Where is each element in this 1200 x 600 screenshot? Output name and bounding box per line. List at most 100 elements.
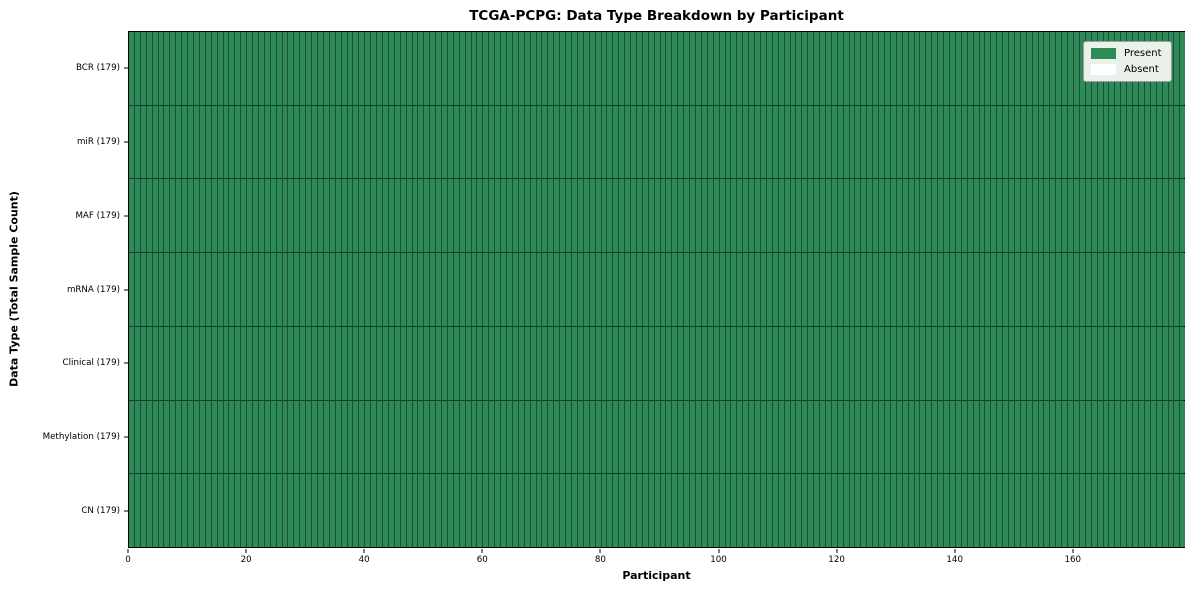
heatmap-cell — [1121, 326, 1128, 400]
heatmap-cell — [1103, 105, 1110, 179]
heatmap-cell — [932, 179, 939, 253]
heatmap-cell — [861, 474, 868, 548]
heatmap-cell — [837, 326, 844, 400]
heatmap-cell — [760, 105, 767, 179]
heatmap-cell — [619, 326, 626, 400]
heatmap-cell — [211, 253, 218, 326]
heatmap-cell — [1014, 253, 1021, 326]
heatmap-cell — [654, 474, 661, 548]
heatmap-cell — [701, 400, 708, 474]
heatmap-cell — [1056, 400, 1063, 474]
heatmap-cell — [211, 400, 218, 474]
heatmap-cell — [1050, 253, 1057, 326]
heatmap-cell — [955, 105, 962, 179]
heatmap-cell — [536, 400, 543, 474]
heatmap-cell — [483, 179, 490, 253]
heatmap-cell — [790, 400, 797, 474]
heatmap-cell — [1062, 253, 1069, 326]
heatmap-cell — [1026, 326, 1033, 400]
heatmap-cell — [536, 474, 543, 548]
heatmap-cell — [453, 400, 460, 474]
heatmap-cell — [235, 32, 242, 105]
heatmap-cell — [944, 474, 950, 548]
heatmap-cell — [908, 400, 915, 474]
heatmap-cell — [760, 474, 767, 548]
y-tick-mark — [124, 510, 128, 512]
heatmap-cell — [258, 179, 265, 253]
heatmap-cell — [949, 32, 956, 105]
heatmap-cell — [323, 400, 330, 474]
heatmap-cell — [134, 105, 141, 179]
heatmap-cell — [524, 474, 531, 548]
heatmap-cell — [530, 474, 537, 548]
heatmap-cell — [459, 253, 466, 326]
legend-label: Absent — [1124, 64, 1159, 75]
heatmap-cell — [908, 32, 915, 105]
heatmap-cell — [713, 474, 720, 548]
heatmap-cell — [985, 32, 992, 105]
heatmap-cell — [418, 179, 425, 253]
heatmap-cell — [542, 179, 549, 253]
heatmap-cell — [778, 400, 785, 474]
heatmap-cell — [530, 400, 537, 474]
heatmap-cell — [341, 253, 348, 326]
heatmap-cell — [377, 32, 383, 105]
heatmap-cell — [896, 474, 903, 548]
heatmap-cell — [146, 253, 153, 326]
heatmap-cell — [814, 32, 821, 105]
heatmap-cell — [353, 474, 360, 548]
heatmap-cell — [636, 32, 643, 105]
heatmap-cell — [394, 400, 401, 474]
heatmap-cell — [459, 105, 466, 179]
heatmap-cell — [908, 326, 915, 400]
heatmap-cell — [329, 32, 336, 105]
heatmap-cell — [217, 32, 224, 105]
heatmap-cell — [176, 179, 183, 253]
heatmap-cell — [406, 326, 413, 400]
heatmap-cell — [731, 400, 738, 474]
heatmap-cell — [217, 474, 224, 548]
heatmap-cell — [849, 400, 856, 474]
heatmap-cell — [1091, 253, 1098, 326]
heatmap-cell — [790, 32, 797, 105]
heatmap-cell — [359, 32, 366, 105]
heatmap-cell — [885, 253, 891, 326]
heatmap-cell — [1074, 179, 1080, 253]
heatmap-cell — [442, 179, 448, 253]
heatmap-cell — [873, 253, 880, 326]
heatmap-cell — [152, 32, 159, 105]
heatmap-cell — [843, 253, 850, 326]
heatmap-cell — [495, 253, 502, 326]
heatmap-cell — [353, 179, 360, 253]
heatmap-cell — [949, 400, 956, 474]
heatmap-cell — [140, 105, 147, 179]
heatmap-cell — [129, 474, 135, 548]
heatmap-cell — [725, 474, 732, 548]
heatmap-cell — [276, 32, 283, 105]
heatmap-cell — [300, 253, 307, 326]
heatmap-cell — [335, 400, 342, 474]
heatmap-cell — [642, 253, 649, 326]
heatmap-cell — [820, 474, 826, 548]
heatmap-cell — [294, 474, 301, 548]
heatmap-cell — [347, 179, 354, 253]
heatmap-cell — [1162, 474, 1169, 548]
heatmap-cell — [725, 400, 732, 474]
heatmap-cell — [288, 326, 295, 400]
heatmap-cell — [619, 474, 626, 548]
heatmap-cell — [164, 32, 171, 105]
heatmap-cell — [188, 253, 194, 326]
heatmap-cell — [507, 179, 513, 253]
heatmap-cell — [790, 253, 797, 326]
heatmap-cell — [684, 400, 691, 474]
heatmap-cell — [985, 474, 992, 548]
heatmap-cell — [796, 32, 803, 105]
heatmap-cell — [341, 32, 348, 105]
heatmap-cell — [831, 400, 838, 474]
heatmap-cell — [678, 32, 685, 105]
heatmap-cell — [1056, 105, 1063, 179]
heatmap-cell — [1162, 105, 1169, 179]
heatmap-cell — [447, 474, 454, 548]
heatmap-cell — [282, 32, 289, 105]
heatmap-cell — [329, 326, 336, 400]
